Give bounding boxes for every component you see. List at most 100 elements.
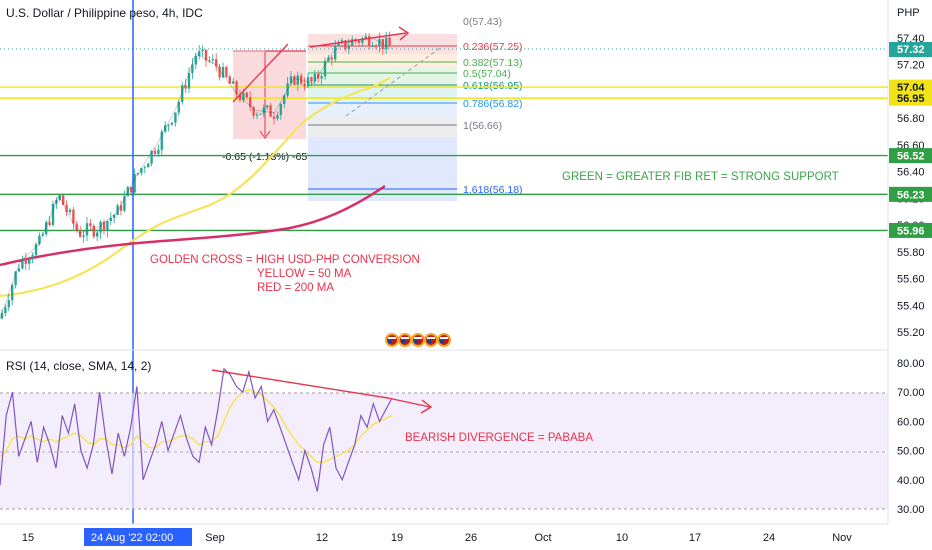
fib-level-label: 0.786(56.82) bbox=[463, 98, 523, 110]
us-flag-icon[interactable] bbox=[385, 333, 399, 347]
candle-body bbox=[283, 95, 286, 104]
horizontal-levels[interactable] bbox=[0, 86, 888, 232]
measure-label: -0.65 (-1.13%) -65 bbox=[222, 151, 307, 163]
candle-body bbox=[99, 221, 102, 233]
ma-200-line bbox=[0, 184, 386, 267]
candle-body bbox=[24, 258, 27, 264]
candle-body bbox=[4, 307, 7, 314]
candle-body bbox=[249, 97, 252, 108]
candle-body bbox=[65, 204, 68, 212]
rsi-line bbox=[0, 367, 393, 492]
us-flag-icon[interactable] bbox=[424, 333, 438, 347]
candle-body bbox=[306, 77, 310, 87]
candle-body bbox=[181, 85, 184, 102]
candle-body bbox=[296, 75, 299, 85]
fib-level-label: 0.5(57.04) bbox=[463, 68, 511, 80]
candle-body bbox=[68, 209, 72, 212]
fib-level-label: 1.618(56.18) bbox=[463, 184, 523, 196]
candle-body bbox=[266, 105, 269, 108]
candle-body bbox=[31, 255, 34, 260]
crosshair-time-tag bbox=[84, 528, 192, 546]
candle-body bbox=[334, 46, 337, 60]
crosshair-time-label: 24 Aug '22 02:00 bbox=[91, 532, 173, 544]
candle-body bbox=[208, 60, 211, 62]
candle-body bbox=[303, 83, 306, 87]
candle-body bbox=[123, 196, 126, 211]
time-tick-label: 15 bbox=[22, 532, 34, 544]
candle-body bbox=[289, 76, 293, 84]
us-flag-icon[interactable] bbox=[437, 333, 451, 347]
candle-body bbox=[255, 114, 259, 116]
candle-body bbox=[143, 167, 146, 169]
price-tick-label: 55.60 bbox=[897, 274, 925, 286]
candle-body bbox=[344, 40, 347, 49]
candle-body bbox=[28, 259, 31, 264]
candle-body bbox=[330, 57, 333, 60]
time-tick-label: 19 bbox=[391, 532, 403, 544]
candle-body bbox=[164, 125, 167, 132]
rsi-title[interactable]: RSI (14, close, SMA, 14, 2) bbox=[6, 359, 151, 373]
candle-body bbox=[225, 66, 228, 77]
candle-body bbox=[218, 66, 221, 78]
fib-level-label: 0.382(57.13) bbox=[463, 57, 523, 69]
candle-body bbox=[327, 57, 330, 61]
candle-body bbox=[113, 215, 116, 218]
time-tick-label: 12 bbox=[316, 532, 328, 544]
candle-body bbox=[211, 59, 214, 61]
candle-body bbox=[51, 203, 55, 226]
candle-body bbox=[136, 173, 140, 175]
event-flags[interactable] bbox=[385, 333, 451, 347]
candle-body bbox=[58, 195, 61, 200]
price-axis[interactable]: PHP 57.4057.2057.0056.8056.6056.4056.205… bbox=[887, 0, 932, 524]
candle-body bbox=[337, 42, 340, 47]
rsi-pane[interactable]: BEARISH DIVERGENCE = PABABA RSI (14, clo… bbox=[0, 359, 888, 510]
candle-body bbox=[102, 221, 106, 231]
time-tick-label: 17 bbox=[689, 532, 701, 544]
last-price-value: 57.32 bbox=[897, 44, 925, 56]
candle-body bbox=[313, 74, 316, 82]
candle-body bbox=[385, 37, 388, 50]
candle-body bbox=[198, 51, 201, 56]
candle-body bbox=[235, 81, 238, 95]
candle-body bbox=[17, 268, 21, 272]
rsi-tick-label: 40.00 bbox=[897, 475, 925, 487]
candle-body bbox=[374, 46, 378, 48]
candle-body bbox=[201, 49, 204, 52]
candle-body bbox=[45, 222, 48, 235]
candle-body bbox=[269, 105, 272, 117]
us-flag-icon[interactable] bbox=[411, 333, 425, 347]
yellow-ma-note: YELLOW = 50 MA bbox=[257, 268, 352, 280]
fib-zones bbox=[308, 34, 457, 201]
candle-body bbox=[106, 221, 109, 231]
candle-body bbox=[21, 258, 24, 269]
rsi-tick-label: 50.00 bbox=[897, 446, 925, 458]
level-price-value: 56.95 bbox=[897, 93, 925, 105]
candle-body bbox=[167, 124, 170, 126]
candle-body bbox=[82, 235, 85, 237]
candle-body bbox=[140, 168, 143, 174]
candle-body bbox=[252, 107, 255, 116]
candle-body bbox=[133, 173, 136, 193]
candle-body bbox=[79, 230, 82, 237]
candle-body bbox=[228, 76, 231, 84]
red-ma-note: RED = 200 MA bbox=[257, 282, 334, 294]
candle-body bbox=[276, 115, 279, 119]
candle-body bbox=[96, 232, 99, 237]
candle-body bbox=[364, 36, 367, 39]
us-flag-icon[interactable] bbox=[398, 333, 412, 347]
candle-body bbox=[170, 122, 174, 125]
time-axis[interactable]: 15 Sep 12 19 26 Oct 10 17 24 Nov 24 Aug '22 02:00 bbox=[0, 523, 888, 546]
candle-body bbox=[55, 199, 58, 204]
price-tick-label: 56.40 bbox=[897, 167, 925, 179]
candle-body bbox=[116, 205, 119, 216]
candle-body bbox=[130, 186, 133, 193]
candle-body bbox=[368, 36, 371, 47]
candle-body bbox=[300, 75, 303, 84]
level-price-value: 56.23 bbox=[897, 189, 925, 201]
trend-arrows bbox=[232, 26, 441, 117]
candle-body bbox=[7, 300, 10, 308]
candle-body bbox=[351, 39, 354, 46]
rsi-tick-label: 80.00 bbox=[897, 358, 925, 370]
level-price-tag bbox=[889, 148, 932, 164]
